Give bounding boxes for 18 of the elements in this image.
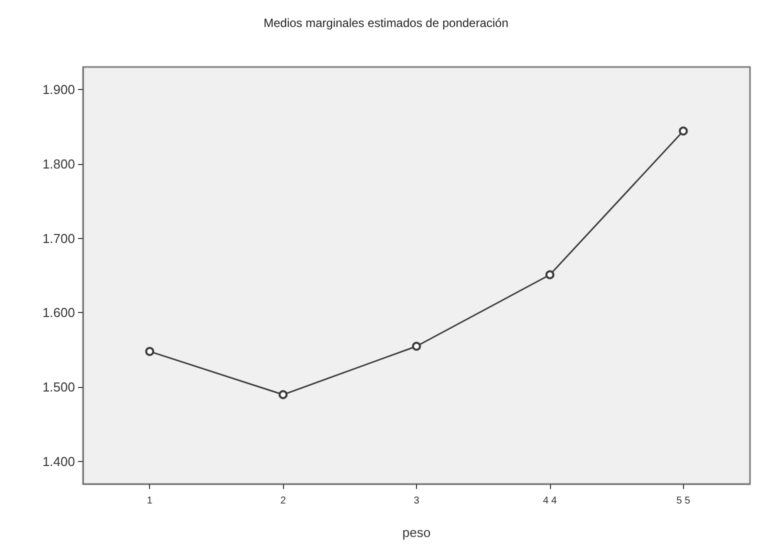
y-tick-label: 1.700 — [42, 230, 75, 246]
point — [278, 390, 288, 400]
point — [412, 342, 421, 351]
x-axis-title: peso — [402, 525, 431, 540]
x-tick-label: 3 — [414, 496, 420, 506]
y-tick-label: 1.400 — [42, 454, 75, 470]
point — [678, 126, 688, 136]
y-tick-label: 1.500 — [42, 380, 75, 395]
y-tick-label: 1.600 — [42, 305, 75, 320]
x-tick-label: 5 5 — [676, 496, 691, 506]
point — [145, 346, 154, 356]
x-tick-label: 4 4 — [542, 496, 558, 506]
y-tick-label: 1.900 — [42, 82, 75, 97]
y-tick-label: 1.800 — [42, 156, 75, 172]
chart-title: Medios marginales estimados de ponderación — [264, 16, 508, 30]
point — [545, 270, 554, 280]
x-tick-label: 1 — [146, 496, 153, 506]
x-tick-label: 2 — [280, 496, 286, 506]
